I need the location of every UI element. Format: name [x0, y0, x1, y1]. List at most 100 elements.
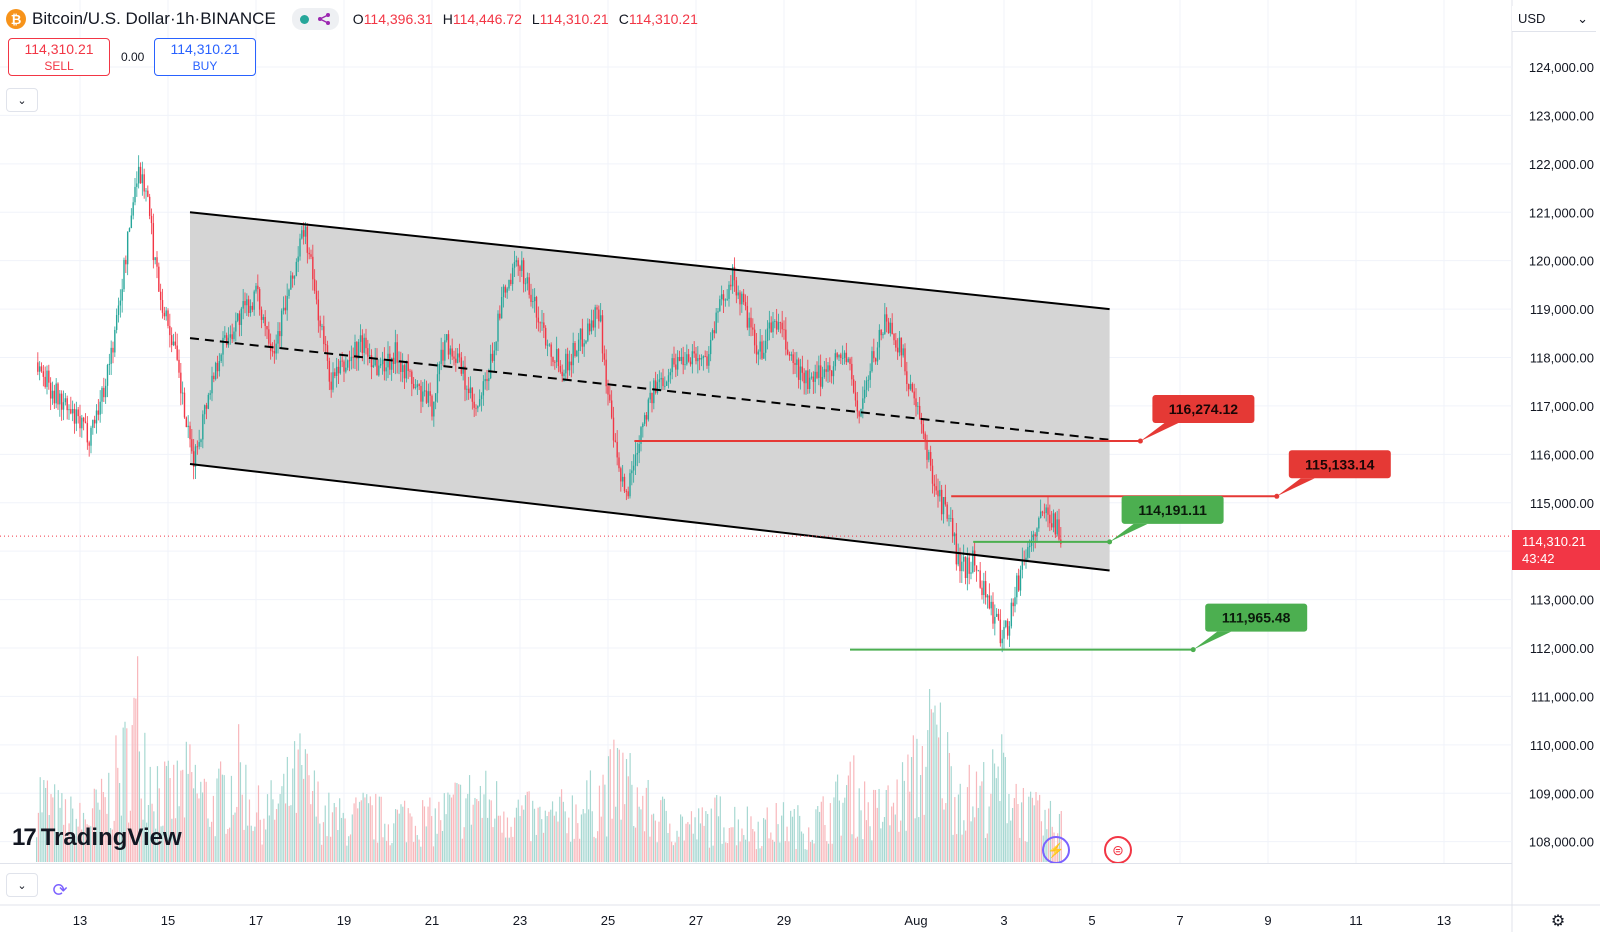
candle-body — [926, 441, 928, 460]
candle-body — [489, 353, 492, 379]
volume-bar — [385, 840, 388, 862]
candle-body — [372, 365, 375, 368]
market-status-pill[interactable] — [291, 8, 339, 30]
volume-bar — [391, 843, 393, 862]
volume-bar — [425, 826, 427, 862]
candle-body — [1034, 534, 1036, 537]
volume-bar — [59, 807, 61, 862]
candle-body — [548, 344, 551, 346]
volume-bar — [784, 841, 786, 862]
candle-body — [200, 439, 202, 443]
candle-body — [906, 371, 908, 385]
candle-body — [77, 409, 79, 417]
volume-bar — [1011, 807, 1014, 862]
volume-bar — [589, 770, 592, 862]
volume-bar — [432, 846, 435, 862]
candle-body — [539, 322, 541, 324]
candle-body — [376, 358, 378, 376]
volume-bar — [413, 842, 415, 862]
collapse-legend-button[interactable]: ⌄ — [6, 88, 38, 112]
volume-bar — [672, 845, 675, 862]
volume-bar — [678, 836, 680, 862]
candle-body — [570, 361, 573, 366]
candle-body — [981, 587, 983, 596]
interval[interactable]: 1h — [175, 9, 195, 28]
volume-bar — [438, 801, 440, 862]
volume-bar — [1022, 787, 1024, 862]
volume-bar — [627, 776, 629, 862]
candle-body — [477, 405, 479, 409]
volume-bar — [77, 826, 79, 862]
volume-bar — [979, 785, 981, 862]
candle-body — [66, 398, 68, 411]
candle-body — [328, 360, 331, 382]
volume-bar — [283, 773, 285, 862]
volume-bar — [400, 804, 402, 862]
volume-bar — [728, 827, 730, 862]
candle-body — [1047, 507, 1049, 515]
buy-button[interactable]: 114,310.21 BUY — [154, 38, 256, 76]
candle-body — [803, 372, 805, 384]
candle-body — [136, 183, 138, 187]
volume-bar — [93, 788, 95, 862]
volume-bar — [146, 822, 148, 862]
volume-bar — [1031, 797, 1034, 862]
volume-bar — [604, 784, 606, 862]
volume-bar — [786, 826, 788, 862]
volume-bar — [420, 846, 422, 862]
volume-bar — [250, 825, 252, 862]
candle-body — [574, 342, 576, 357]
candle-body — [935, 486, 937, 491]
volume-bar — [972, 806, 974, 862]
candle-body — [867, 379, 870, 381]
volume-bar — [221, 774, 224, 862]
symbol-name[interactable]: Bitcoin — [32, 9, 84, 28]
volume-bar — [436, 833, 438, 862]
y-tick-label: 112,000.00 — [1530, 641, 1594, 656]
tradingview-logo[interactable]: 17 TradingView — [12, 824, 182, 852]
us-flag-event-icon[interactable]: ⊜ — [1104, 836, 1132, 864]
candle-body — [724, 299, 727, 301]
candle-body — [983, 581, 985, 596]
volume-bar — [864, 781, 866, 862]
candle-body — [475, 407, 477, 409]
volume-bar — [656, 842, 658, 862]
exchange[interactable]: BINANCE — [200, 9, 276, 28]
volume-bar — [990, 793, 992, 862]
volume-bar — [919, 775, 922, 862]
candle-body — [40, 366, 43, 372]
candle-body — [1050, 523, 1053, 528]
candle-body — [51, 390, 54, 399]
candle-body — [323, 326, 325, 345]
candle-body — [752, 327, 754, 330]
volume-bar — [360, 800, 362, 862]
candle-body — [242, 301, 244, 309]
volume-bar — [939, 702, 942, 862]
volume-bar — [50, 794, 52, 862]
sell-button[interactable]: 114,310.21 SELL — [8, 38, 110, 76]
collapse-panel-button[interactable]: ⌄ — [6, 873, 38, 897]
candle-body — [231, 334, 233, 340]
candle-body — [838, 354, 840, 358]
candle-body — [999, 619, 1002, 644]
candle-body — [247, 299, 250, 313]
settings-gear-icon[interactable]: ⚙ — [1546, 910, 1570, 932]
volume-bar — [366, 794, 368, 862]
candle-body — [900, 337, 903, 356]
volume-bar — [542, 832, 545, 862]
candle-body — [1049, 514, 1051, 524]
volume-bar — [387, 824, 389, 862]
volume-bar — [281, 786, 283, 862]
quote-currency[interactable]: U.S. Dollar — [87, 9, 170, 28]
volume-bar — [138, 751, 141, 862]
volume-bar — [396, 809, 398, 862]
share-icon[interactable] — [317, 12, 331, 26]
lightning-icon[interactable]: ⚡ — [1042, 836, 1070, 864]
volume-bar — [118, 782, 121, 862]
candle-body — [629, 473, 631, 497]
volume-bar — [712, 845, 714, 862]
currency-select[interactable]: USD ⌄ — [1512, 6, 1596, 32]
refresh-icon[interactable]: ⟳ — [48, 878, 72, 902]
volume-bar — [716, 795, 718, 862]
